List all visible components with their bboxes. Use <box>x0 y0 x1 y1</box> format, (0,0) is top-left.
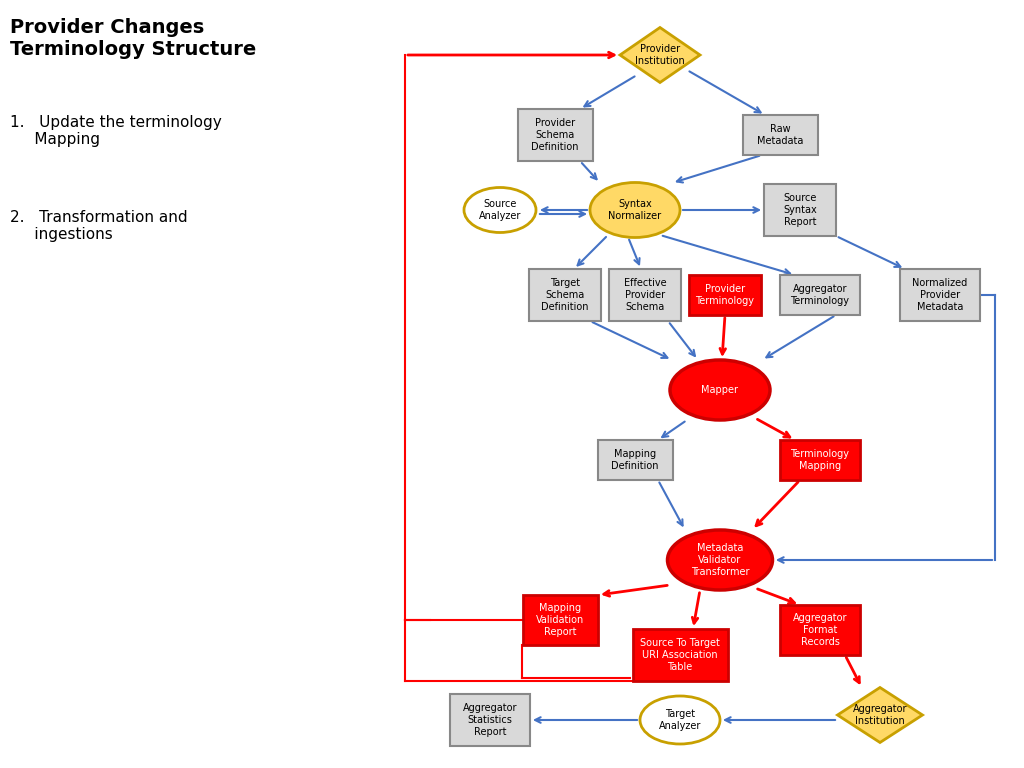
FancyBboxPatch shape <box>689 275 761 315</box>
Text: Source
Syntax
Report: Source Syntax Report <box>783 194 817 227</box>
Text: Source
Analyzer: Source Analyzer <box>479 199 521 221</box>
Ellipse shape <box>590 183 680 237</box>
Text: Terminology
Mapping: Terminology Mapping <box>791 449 850 471</box>
FancyBboxPatch shape <box>522 595 597 645</box>
Text: Target
Analyzer: Target Analyzer <box>658 709 701 731</box>
FancyBboxPatch shape <box>780 440 860 480</box>
Text: Target
Schema
Definition: Target Schema Definition <box>542 279 589 312</box>
FancyBboxPatch shape <box>780 605 860 655</box>
Text: Aggregator
Institution: Aggregator Institution <box>853 704 907 726</box>
FancyBboxPatch shape <box>900 269 980 321</box>
Text: Mapping
Definition: Mapping Definition <box>611 449 658 471</box>
FancyBboxPatch shape <box>764 184 836 236</box>
Text: Provider
Schema
Definition: Provider Schema Definition <box>531 118 579 151</box>
Text: Aggregator
Terminology: Aggregator Terminology <box>791 284 850 306</box>
FancyBboxPatch shape <box>742 115 817 155</box>
FancyBboxPatch shape <box>597 440 673 480</box>
Text: Provider Changes
Terminology Structure: Provider Changes Terminology Structure <box>10 18 256 59</box>
Text: Provider
Terminology: Provider Terminology <box>695 284 755 306</box>
Ellipse shape <box>668 530 772 590</box>
Text: 1.   Update the terminology
     Mapping: 1. Update the terminology Mapping <box>10 115 222 147</box>
Text: Aggregator
Statistics
Report: Aggregator Statistics Report <box>463 703 517 737</box>
FancyBboxPatch shape <box>609 269 681 321</box>
Text: Mapping
Validation
Report: Mapping Validation Report <box>536 604 584 637</box>
Text: Normalized
Provider
Metadata: Normalized Provider Metadata <box>912 279 968 312</box>
Text: 2.   Transformation and
     ingestions: 2. Transformation and ingestions <box>10 210 187 243</box>
FancyBboxPatch shape <box>633 629 727 681</box>
FancyBboxPatch shape <box>450 694 530 746</box>
Polygon shape <box>620 28 700 82</box>
Text: Source To Target
URI Association
Table: Source To Target URI Association Table <box>640 638 720 671</box>
FancyBboxPatch shape <box>529 269 601 321</box>
Text: Metadata
Validator
Transformer: Metadata Validator Transformer <box>691 544 750 577</box>
Text: Aggregator
Format
Records: Aggregator Format Records <box>793 614 847 647</box>
Ellipse shape <box>464 187 536 233</box>
Text: Provider
Institution: Provider Institution <box>635 45 685 66</box>
Polygon shape <box>838 687 923 743</box>
Text: Raw
Metadata: Raw Metadata <box>757 124 803 146</box>
Text: Syntax
Normalizer: Syntax Normalizer <box>608 199 662 221</box>
Text: Effective
Provider
Schema: Effective Provider Schema <box>624 279 667 312</box>
FancyBboxPatch shape <box>517 109 593 161</box>
Ellipse shape <box>670 360 770 420</box>
Ellipse shape <box>640 696 720 744</box>
FancyBboxPatch shape <box>780 275 860 315</box>
Text: Mapper: Mapper <box>701 385 738 395</box>
